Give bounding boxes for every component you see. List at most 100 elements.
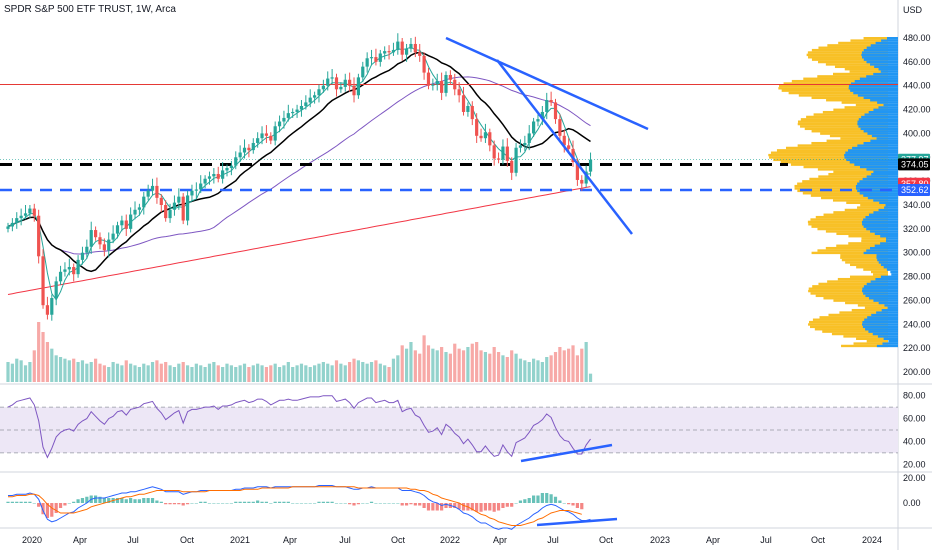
volume-profile-bar — [863, 285, 898, 288]
volume-profile-bar — [848, 235, 888, 238]
volume-bar — [588, 373, 593, 382]
volume-profile-bar — [783, 82, 888, 85]
candle-body — [115, 225, 120, 234]
volume-bar — [453, 343, 457, 382]
volume-bar — [181, 362, 185, 382]
volume-profile-bar — [856, 266, 888, 269]
volume-profile-bar — [849, 70, 888, 73]
volume-profile-bar — [863, 194, 898, 197]
candle-body — [199, 183, 203, 190]
candle-body — [400, 41, 404, 55]
volume-profile-bar — [871, 134, 898, 138]
volume-profile-bar — [870, 44, 898, 47]
volume-profile-bar — [780, 161, 888, 164]
volume-bar — [356, 360, 360, 382]
macd-histogram-bar — [203, 501, 207, 503]
volume-bar — [540, 362, 544, 382]
macd-histogram-bar — [58, 503, 63, 508]
macd-histogram-bar — [164, 503, 168, 505]
candle-body — [426, 72, 431, 86]
candle-body — [63, 269, 67, 272]
macd-histogram-bar — [523, 499, 527, 503]
volume-profile-bar — [811, 48, 888, 52]
volume-bar — [496, 352, 501, 382]
price-tick-label: 240.00 — [903, 319, 931, 329]
candle-body — [155, 185, 159, 198]
volume-bar — [94, 358, 98, 382]
volume-bar — [409, 342, 413, 382]
volume-profile-bar — [860, 127, 898, 131]
volume-bar — [190, 367, 194, 382]
candle-body — [98, 237, 102, 245]
candle-body — [45, 305, 50, 315]
candle-body — [94, 230, 98, 238]
candle-body — [181, 196, 185, 221]
candle-body — [457, 89, 461, 96]
volume-bar — [352, 358, 356, 382]
macd-histogram-bar — [6, 501, 10, 503]
volume-profile-bar — [865, 294, 898, 298]
volume-profile-bar — [848, 84, 898, 88]
volume-bar — [177, 363, 181, 382]
volume-profile-bar — [880, 235, 898, 238]
price-tick-label: 300.00 — [903, 248, 931, 258]
volume-profile-bar — [857, 182, 898, 185]
volume-bar — [448, 353, 452, 382]
candle-body — [41, 256, 45, 306]
macd-histogram-bar — [133, 499, 137, 503]
candle-body — [159, 197, 163, 205]
candle-body — [365, 58, 369, 67]
candle-body — [584, 171, 588, 184]
volume-profile-bar — [802, 192, 888, 195]
candle-body — [23, 213, 28, 216]
volume-profile-bar — [867, 196, 898, 200]
volume-profile-bar — [836, 244, 888, 247]
macd-histogram-bar — [120, 498, 124, 503]
volume-profile-bar — [882, 342, 898, 345]
price-tick-label: 340.00 — [903, 200, 931, 210]
volume-bar — [50, 348, 54, 382]
candle-body — [164, 205, 168, 219]
macd-histogram-bar — [475, 503, 479, 512]
volume-bar — [28, 362, 32, 382]
macd-histogram-bar — [41, 503, 45, 515]
volume-profile-bar — [845, 151, 898, 154]
volume-bar — [466, 347, 470, 382]
candle-body — [264, 133, 269, 136]
candle-body — [111, 233, 115, 240]
volume-profile-bar — [866, 249, 898, 252]
volume-profile-bar — [883, 337, 898, 340]
macd-histogram-bar — [50, 503, 54, 517]
candle-body — [107, 239, 111, 251]
time-tick-label: Apr — [283, 535, 297, 545]
volume-bar — [470, 343, 474, 382]
volume-profile-bar — [863, 251, 898, 255]
volume-profile-bar — [878, 261, 898, 264]
candle-body — [575, 162, 579, 180]
rsi-divergence-line — [520, 443, 613, 463]
macd-histogram-bar — [199, 501, 203, 503]
macd-histogram-bar — [514, 503, 518, 504]
volume-profile-bar — [811, 96, 888, 100]
macd-histogram-bar — [444, 503, 448, 508]
macd-histogram-bar — [510, 503, 514, 507]
volume-profile-bar — [864, 113, 898, 116]
volume-bar — [475, 342, 479, 382]
volume-profile-bar — [797, 122, 888, 126]
candle-body — [409, 43, 413, 49]
volume-profile-bar — [862, 323, 898, 326]
volume-bar — [137, 367, 141, 382]
rsi-line — [7, 395, 591, 459]
volume-profile-bar — [838, 41, 888, 45]
time-tick-label: Jul — [547, 535, 559, 545]
macd-histogram-bar — [496, 503, 501, 511]
volume-profile-bar — [815, 215, 888, 219]
macd-histogram-bar — [277, 501, 282, 503]
macd-histogram-bar — [527, 498, 531, 503]
candle-body — [225, 168, 229, 171]
volume-bar — [378, 363, 382, 382]
volume-profile-bar — [878, 106, 898, 109]
macd-histogram-bar — [361, 503, 365, 504]
volume-profile-bar — [826, 99, 888, 102]
